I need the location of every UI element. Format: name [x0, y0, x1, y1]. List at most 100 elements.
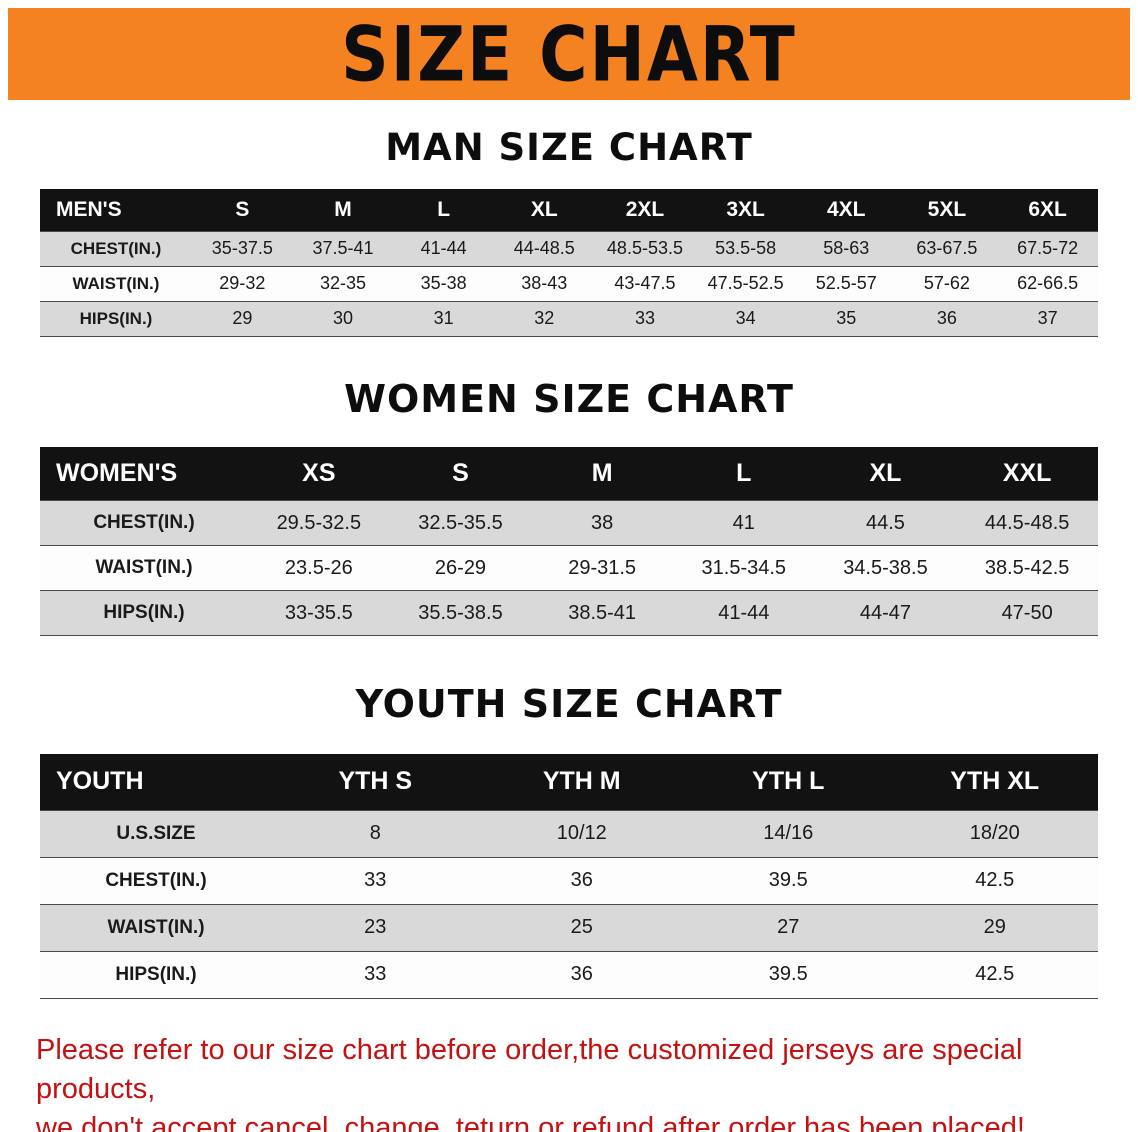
size-value-cell: 42.5: [891, 950, 1098, 998]
size-value-cell: 39.5: [685, 856, 892, 904]
size-value-cell: 33: [272, 856, 479, 904]
size-value-cell: 27: [685, 903, 892, 951]
size-column-header: YTH S: [272, 754, 479, 810]
size-value-cell: 38.5-41: [531, 590, 673, 636]
size-value-cell: 36: [478, 950, 685, 998]
table-row: CHEST(IN.) 29.5-32.5 32.5-35.5 38 41 44.5 44.5…: [40, 500, 1098, 546]
size-column-header: YTH L: [685, 754, 892, 810]
size-column-header: XS: [248, 446, 390, 501]
size-column-header: L: [672, 446, 815, 501]
size-value-cell: 35-37.5: [192, 230, 293, 266]
disclaimer-line-2: we don't accept cancel, change, teturn o…: [36, 1111, 1025, 1132]
table-row: WAIST(IN.) 23.5-26 26-29 29-31.5 31.5-34.5 34…: [40, 545, 1098, 591]
size-column-header: 2XL: [594, 189, 696, 231]
size-value-cell: 36: [478, 856, 685, 904]
size-value-cell: 34: [695, 300, 796, 336]
size-value-cell: 33: [594, 300, 696, 336]
table-corner-label: YOUTH: [40, 754, 272, 810]
size-value-cell: 29-32: [192, 265, 293, 301]
row-label: HIPS(IN.): [40, 590, 248, 636]
size-value-cell: 32-35: [292, 265, 394, 301]
size-column-header: 5XL: [896, 189, 998, 231]
size-column-header: 4XL: [795, 189, 897, 231]
women-size-table: WOMEN'S XS S M L XL XXL CHEST(IN.) 29.5-32.5 32.5…: [40, 446, 1098, 636]
size-value-cell: 44-47: [814, 590, 957, 636]
size-value-cell: 29: [891, 903, 1098, 951]
size-value-cell: 44.5: [814, 500, 957, 546]
table-row: CHEST(IN.) 33 36 39.5 42.5: [40, 856, 1098, 904]
table-corner-label: WOMEN'S: [40, 446, 248, 501]
row-label: WAIST(IN.): [40, 903, 272, 951]
table-row: HIPS(IN.) 33-35.5 35.5-38.5 38.5-41 41-44 44-…: [40, 590, 1098, 636]
size-value-cell: 38.5-42.5: [956, 545, 1098, 591]
size-value-cell: 63-67.5: [896, 230, 998, 266]
size-value-cell: 37: [997, 300, 1098, 336]
size-value-cell: 41-44: [672, 590, 815, 636]
size-value-cell: 35-38: [393, 265, 494, 301]
row-label: HIPS(IN.): [40, 300, 192, 336]
size-column-header: YTH XL: [891, 754, 1098, 810]
men-size-chart-section: MAN SIZE CHART MEN'S S M L XL 2XL 3XL 4XL 5XL 6XL…: [0, 126, 1138, 337]
size-value-cell: 53.5-58: [695, 230, 796, 266]
row-label: WAIST(IN.): [40, 265, 192, 301]
size-value-cell: 31: [393, 300, 494, 336]
size-value-cell: 33: [272, 950, 479, 998]
size-value-cell: 52.5-57: [795, 265, 897, 301]
table-header-row: WOMEN'S XS S M L XL XXL: [40, 446, 1098, 501]
women-chart-heading: WOMEN SIZE CHART: [344, 376, 794, 421]
size-column-header: M: [292, 189, 394, 231]
table-row: U.S.SIZE 8 10/12 14/16 18/20: [40, 809, 1098, 857]
disclaimer: Please refer to our size chart before or…: [36, 1031, 1118, 1132]
youth-chart-heading: YOUTH SIZE CHART: [355, 682, 783, 726]
size-value-cell: 47.5-52.5: [695, 265, 796, 301]
size-value-cell: 36: [896, 300, 998, 336]
page-title: SIZE CHART: [341, 9, 797, 99]
men-chart-heading: MAN SIZE CHART: [385, 126, 753, 169]
size-value-cell: 41-44: [393, 230, 494, 266]
table-row: WAIST(IN.) 23 25 27 29: [40, 903, 1098, 951]
size-column-header: XXL: [956, 446, 1098, 501]
row-label: WAIST(IN.): [40, 545, 248, 591]
size-column-header: 3XL: [695, 189, 796, 231]
size-value-cell: 35.5-38.5: [389, 590, 532, 636]
size-value-cell: 25: [478, 903, 685, 951]
size-value-cell: 37.5-41: [292, 230, 394, 266]
size-value-cell: 41: [672, 500, 815, 546]
table-row: HIPS(IN.) 33 36 39.5 42.5: [40, 950, 1098, 998]
size-column-header: XL: [814, 446, 957, 501]
youth-size-chart-section: YOUTH SIZE CHART YOUTH YTH S YTH M YTH L YTH…: [0, 682, 1138, 999]
size-value-cell: 14/16: [685, 809, 892, 857]
size-value-cell: 30: [292, 300, 394, 336]
size-value-cell: 29.5-32.5: [248, 500, 390, 546]
size-value-cell: 35: [795, 300, 897, 336]
row-label: CHEST(IN.): [40, 230, 192, 266]
size-value-cell: 44-48.5: [493, 230, 595, 266]
size-column-header: M: [531, 446, 673, 501]
size-value-cell: 39.5: [685, 950, 892, 998]
table-row: CHEST(IN.) 35-37.5 37.5-41 41-44 44-48.5 48.5…: [40, 230, 1098, 266]
size-column-header: L: [393, 189, 494, 231]
size-value-cell: 38: [531, 500, 673, 546]
size-value-cell: 44.5-48.5: [956, 500, 1098, 546]
size-value-cell: 42.5: [891, 856, 1098, 904]
size-value-cell: 33-35.5: [248, 590, 390, 636]
size-value-cell: 57-62: [896, 265, 998, 301]
size-column-header: XL: [493, 189, 595, 231]
row-label: U.S.SIZE: [40, 809, 272, 857]
size-value-cell: 29-31.5: [531, 545, 673, 591]
table-header-row: MEN'S S M L XL 2XL 3XL 4XL 5XL 6XL: [40, 189, 1098, 231]
size-value-cell: 48.5-53.5: [594, 230, 696, 266]
size-column-header: 6XL: [997, 189, 1098, 231]
row-label: HIPS(IN.): [40, 950, 272, 998]
size-value-cell: 32: [493, 300, 595, 336]
size-value-cell: 23.5-26: [248, 545, 390, 591]
size-value-cell: 67.5-72: [997, 230, 1098, 266]
size-value-cell: 10/12: [478, 809, 685, 857]
size-column-header: S: [389, 446, 532, 501]
size-value-cell: 34.5-38.5: [814, 545, 957, 591]
table-row: WAIST(IN.) 29-32 32-35 35-38 38-43 43-47.5 47.…: [40, 265, 1098, 301]
size-value-cell: 58-63: [795, 230, 897, 266]
women-size-chart-section: WOMEN SIZE CHART WOMEN'S XS S M L XL XXL CHEST(…: [0, 376, 1138, 636]
size-column-header: S: [192, 189, 293, 231]
